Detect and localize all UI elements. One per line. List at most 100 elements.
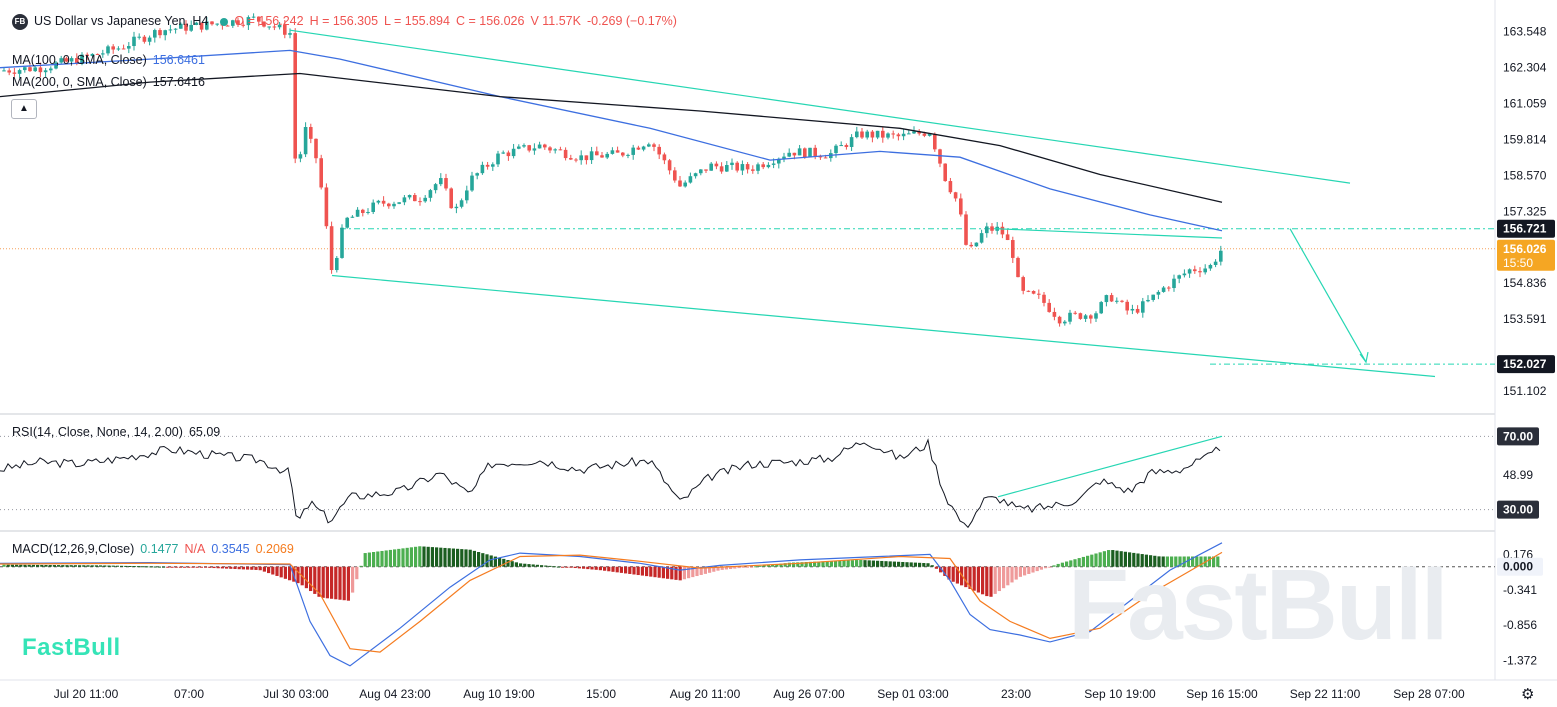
price-label-text: 156.721 (1503, 222, 1547, 236)
macd-histogram-bar (960, 566, 964, 586)
macd-histogram-bar (1090, 554, 1094, 567)
macd-histogram-bar (934, 566, 938, 569)
candle-up (631, 147, 635, 155)
candle-down (938, 149, 942, 164)
close-value: C = 156.026 (455, 14, 525, 28)
candle-up (43, 70, 48, 73)
price-label-box (1497, 239, 1555, 258)
macd-histogram-bar (103, 565, 107, 567)
candle-down (85, 54, 89, 56)
macd-histogram-bar (506, 560, 510, 567)
candle-up (49, 68, 53, 71)
candle-up (605, 153, 609, 158)
wedge-line (994, 228, 1223, 239)
macd-histogram-bar (283, 566, 287, 579)
macd-histogram-bar (548, 565, 552, 567)
macd-histogram-bar (485, 554, 489, 567)
macd-histogram-bar (611, 566, 615, 572)
macd-histogram-bar (670, 566, 674, 580)
candle-down (569, 158, 573, 160)
candle-down (413, 195, 417, 202)
macd-histogram-bar (36, 564, 40, 567)
macd-histogram-bar (69, 565, 73, 567)
macd-histogram-bar (661, 566, 665, 579)
candle-down (64, 58, 69, 62)
macd-histogram-bar (107, 565, 111, 567)
candle-down (1037, 293, 1041, 295)
candle-down (1073, 312, 1077, 314)
candle-down (95, 53, 100, 55)
candle-down (558, 149, 563, 151)
macd-histogram-bar (850, 560, 854, 567)
macd-histogram-bar (615, 566, 619, 573)
rsi-legend[interactable]: RSI(14, Close, None, 14, 2.00) 65.09 (12, 424, 226, 440)
price-label-box (1497, 355, 1555, 374)
macd-histogram-bar (19, 564, 23, 567)
open-value: O = 156.242 (234, 14, 304, 28)
macd-histogram-bar (619, 566, 623, 573)
macd-histogram-bar (502, 558, 506, 567)
macd-histogram-bar (170, 566, 174, 568)
macd-histogram-bar (317, 566, 321, 597)
candle-up (1104, 295, 1109, 303)
candle-up (246, 17, 251, 26)
candle-up (693, 173, 698, 177)
candle-down (1026, 290, 1031, 292)
candle-up (90, 53, 95, 56)
candle-up (886, 133, 890, 138)
candle-down (813, 147, 817, 156)
candle-down (719, 166, 724, 172)
candle-up (1156, 291, 1161, 295)
macd-legend[interactable]: MACD(12,26,9,Close) 0.1477 N/A 0.3545 0.2069 (12, 541, 300, 557)
macd-label: MACD(12,26,9,Close) (12, 542, 135, 556)
macd-zero-box (1497, 557, 1543, 576)
macd-histogram-bar (976, 566, 980, 593)
macd-histogram-bar (729, 566, 733, 570)
macd-histogram-bar (120, 565, 124, 567)
gear-icon[interactable]: ⚙ (1521, 686, 1535, 703)
macd-histogram-bar (649, 566, 653, 577)
candle-down (667, 160, 672, 171)
candle-up (153, 30, 157, 38)
macd-histogram-bar (493, 556, 497, 567)
candle-up (277, 24, 282, 28)
macd-histogram-bar (241, 566, 245, 570)
candle-down (485, 164, 490, 167)
rsi-label: RSI(14, Close, None, 14, 2.00) (12, 425, 183, 439)
ma100-legend[interactable]: MA(100, 0, SMA, Close) 156.6461 (12, 52, 211, 68)
macd-histogram-bar (691, 566, 695, 578)
candle-down (1000, 226, 1005, 235)
candle-up (1187, 269, 1192, 274)
macd-histogram-bar (279, 566, 283, 578)
candle-up (179, 23, 183, 29)
macd-histogram-bar (876, 560, 880, 567)
macd-histogram-bar (901, 561, 905, 567)
candle-up (756, 164, 760, 171)
macd-histogram-bar (1195, 556, 1199, 567)
ma200-legend[interactable]: MA(200, 0, SMA, Close) 157.6416 (12, 74, 211, 90)
macd-histogram-bar (15, 564, 19, 567)
candle-up (1094, 313, 1098, 319)
macd-histogram-bar (947, 566, 951, 580)
macd-histogram-bar (426, 546, 430, 567)
candle-down (1005, 234, 1010, 241)
candle-up (1083, 315, 1088, 319)
macd-histogram-bar (199, 566, 203, 568)
candle-up (683, 182, 687, 187)
macd-histogram-bar (191, 566, 195, 568)
macd-na-value: N/A (184, 542, 206, 556)
macd-histogram-bar (1186, 556, 1190, 567)
collapse-legend-button[interactable]: ▲ (11, 99, 37, 119)
macd-histogram-bar (775, 564, 779, 567)
macd-histogram-bar (716, 566, 720, 571)
macd-histogram-bar (993, 566, 997, 594)
macd-histogram-bar (1014, 566, 1018, 580)
candle-up (371, 202, 375, 212)
macd-histogram-bar (405, 547, 409, 567)
candle-up (511, 148, 516, 157)
candle-up (1213, 261, 1218, 265)
candle-up (407, 195, 412, 198)
macd-histogram-bar (451, 548, 455, 567)
macd-histogram-bar (779, 563, 783, 567)
